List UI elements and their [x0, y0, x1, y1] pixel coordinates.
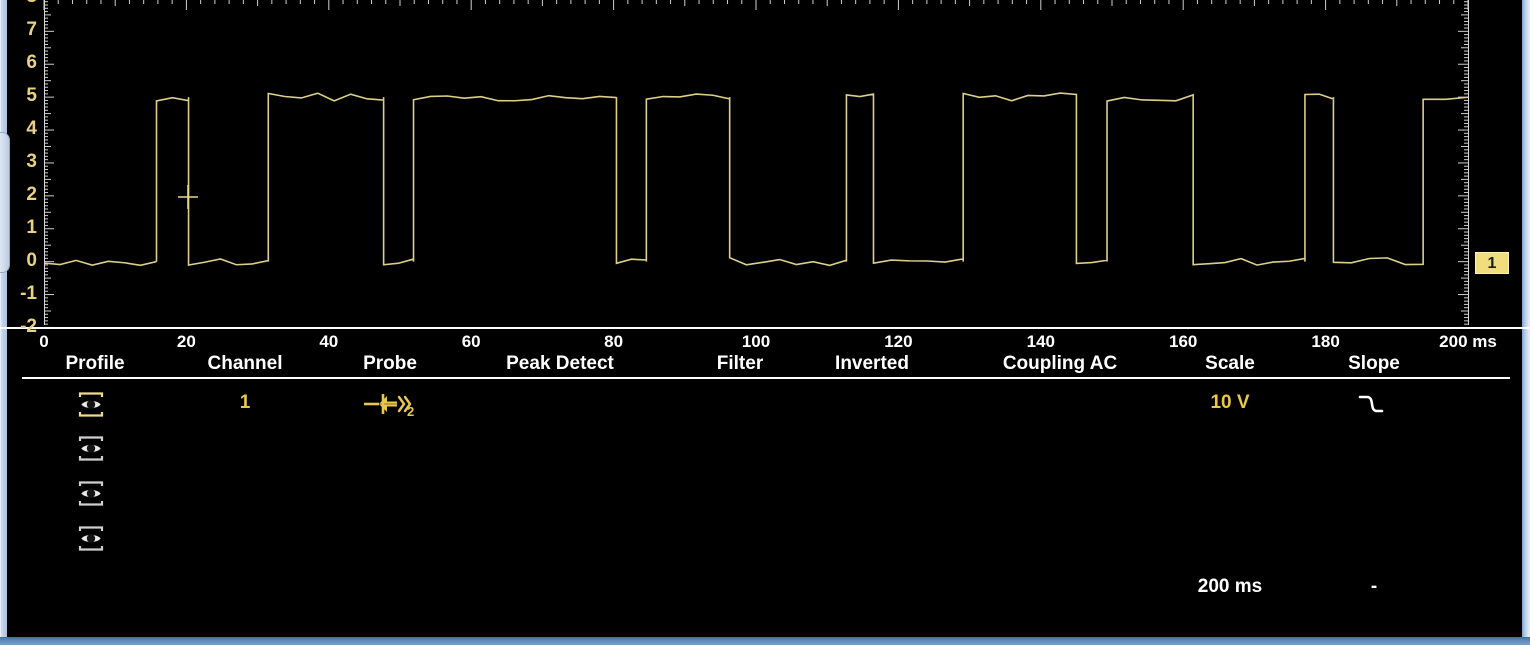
svg-text:2: 2: [407, 404, 414, 417]
